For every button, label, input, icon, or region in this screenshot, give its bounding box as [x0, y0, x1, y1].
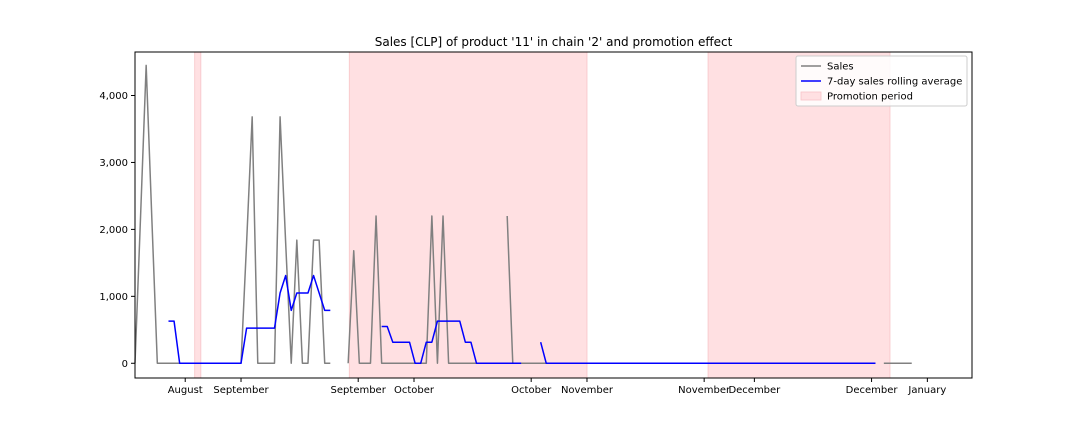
- chart-title: Sales [CLP] of product '11' in chain '2'…: [375, 35, 733, 49]
- y-tick-label: 4,000: [99, 91, 128, 102]
- y-tick-label: 3,000: [99, 158, 128, 169]
- x-tick-label: October: [394, 385, 435, 396]
- legend-swatch-2: [800, 91, 822, 101]
- x-tick-label: October: [511, 385, 552, 396]
- legend-label-2: Promotion period: [827, 92, 913, 103]
- series-lines: [134, 64, 912, 365]
- x-tick-label: January: [907, 385, 946, 396]
- x-tick-label: September: [213, 385, 269, 396]
- legend-box: [795, 55, 968, 107]
- x-tick-label: December: [728, 385, 781, 396]
- x-axis: August September September October October No…: [168, 378, 946, 396]
- y-tick-label: 2,000: [99, 225, 128, 236]
- promotion-periods: [194, 51, 891, 379]
- y-tick-label: 0: [122, 359, 128, 370]
- promotion-span-0: [194, 51, 202, 379]
- y-axis: 0 1,000 2,000 3,000 4,000: [99, 91, 135, 370]
- x-tick-label: August: [168, 385, 203, 396]
- legend-label-1: 7-day sales rolling average: [827, 77, 962, 88]
- rolling-average-line-segment-2: [539, 341, 876, 365]
- x-tick-label: November: [561, 385, 614, 396]
- legend: Sales 7-day sales rolling average Promotio…: [795, 55, 968, 107]
- x-tick-label: November: [678, 385, 731, 396]
- promotion-span-1: [348, 51, 588, 379]
- x-tick-label: December: [846, 385, 899, 396]
- y-tick-label: 1,000: [99, 292, 128, 303]
- x-tick-label: September: [331, 385, 387, 396]
- rolling-average-line-segment-1: [381, 320, 522, 365]
- rolling-average-line-segment-0: [168, 274, 331, 365]
- plot-frame: [134, 51, 973, 379]
- legend-label-0: Sales: [827, 62, 854, 73]
- sales-line-segment-0: [134, 64, 331, 365]
